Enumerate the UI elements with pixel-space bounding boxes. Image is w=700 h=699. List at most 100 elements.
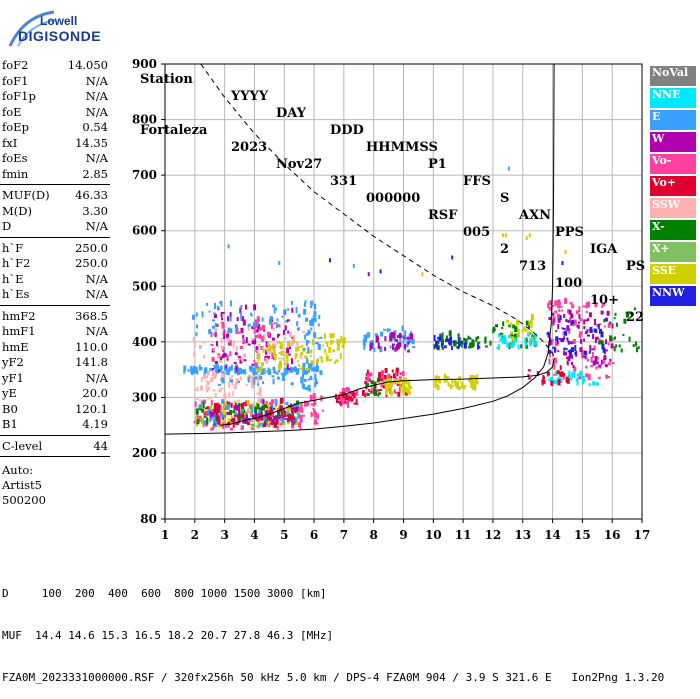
echo-point xyxy=(229,316,232,322)
echo-point xyxy=(259,366,263,371)
echo-point xyxy=(548,300,552,306)
echo-point xyxy=(521,329,524,333)
echo-point xyxy=(260,422,264,425)
header-label: AXN xyxy=(519,208,552,223)
echo-point xyxy=(251,314,253,317)
echo-point xyxy=(272,327,275,331)
echo-point xyxy=(196,419,200,425)
echo-point xyxy=(279,341,283,347)
echo-point xyxy=(276,340,280,344)
echo-point xyxy=(601,343,605,350)
legend-item-nne: NNE xyxy=(650,88,696,108)
echo-point xyxy=(469,342,473,348)
echo-point xyxy=(550,380,554,386)
echo-point xyxy=(393,389,396,393)
echo-point xyxy=(454,381,457,386)
echo-point xyxy=(212,409,215,412)
auto-line: Artist5 xyxy=(2,478,42,492)
echo-point xyxy=(581,375,585,381)
legend-item-ssw: SSW xyxy=(650,198,696,218)
echo-point xyxy=(389,391,393,396)
echo-point xyxy=(294,366,297,372)
echo-point xyxy=(530,323,533,329)
echo-point xyxy=(216,364,220,371)
echo-point xyxy=(526,344,528,349)
echo-point xyxy=(525,320,529,326)
echo-point xyxy=(401,325,404,332)
echo-point xyxy=(199,418,203,421)
autoscaling-info: Auto: Artist5 500200 xyxy=(0,463,112,508)
echo-point xyxy=(286,347,290,354)
echo-point xyxy=(548,340,552,346)
echo-point xyxy=(278,364,282,371)
echo-point xyxy=(210,331,213,337)
echo-point xyxy=(268,369,272,375)
x-tick-label: 11 xyxy=(455,528,472,542)
echo-point xyxy=(214,403,217,407)
echo-point xyxy=(302,348,306,351)
echo-point xyxy=(238,331,241,334)
echo-point xyxy=(548,317,552,320)
echo-point xyxy=(206,302,209,306)
param-label: fmin xyxy=(2,166,29,181)
echo-point xyxy=(368,332,371,335)
echo-point xyxy=(285,320,288,323)
echo-point xyxy=(525,337,528,343)
echo-point xyxy=(589,326,593,333)
echo-point xyxy=(209,407,212,413)
echo-point xyxy=(325,341,329,344)
echo-point xyxy=(395,340,398,342)
x-tick-label: 14 xyxy=(544,528,561,542)
echo-point xyxy=(531,334,534,338)
echo-point xyxy=(229,312,232,319)
echo-point xyxy=(531,336,534,341)
echo-point xyxy=(561,327,564,330)
param-row: foF2 14.050 xyxy=(0,58,112,74)
echo-point xyxy=(335,397,339,401)
echo-point xyxy=(267,342,271,346)
echo-point xyxy=(275,419,279,425)
header-label: Station xyxy=(140,72,193,87)
echo-point xyxy=(256,418,260,422)
echo-point xyxy=(373,347,376,352)
echo-point xyxy=(594,337,597,344)
echo-point xyxy=(588,383,591,387)
x-tick-label: 16 xyxy=(604,528,621,542)
echo-point xyxy=(574,351,577,355)
echo-point xyxy=(404,391,408,396)
echo-point xyxy=(276,318,279,322)
echo-point xyxy=(245,337,248,344)
header-value: 22 xyxy=(626,310,645,325)
echo-point xyxy=(262,381,265,385)
echo-point xyxy=(595,361,599,365)
echo-point xyxy=(508,334,512,338)
param-row: M(D) 3.30 xyxy=(0,204,112,220)
echo-point xyxy=(554,370,558,376)
echo-point xyxy=(286,359,289,362)
echo-point xyxy=(191,369,193,372)
header-value: 005 xyxy=(463,225,491,240)
echo-point xyxy=(263,423,266,427)
echo-point xyxy=(263,414,267,420)
echo-point xyxy=(249,312,252,316)
echo-point xyxy=(569,378,573,380)
param-label: B1 xyxy=(2,417,18,431)
echo-point xyxy=(347,394,350,397)
echo-point xyxy=(229,427,233,431)
echo-point xyxy=(275,322,278,329)
echo-point xyxy=(590,356,593,363)
echo-point xyxy=(207,410,210,415)
echo-point xyxy=(595,336,599,340)
echo-point xyxy=(234,382,237,387)
echo-point xyxy=(252,322,256,329)
echo-point xyxy=(193,343,196,348)
echo-point xyxy=(571,304,575,309)
echo-point xyxy=(243,401,247,404)
echo-point xyxy=(509,331,513,335)
echo-point xyxy=(323,333,326,340)
echo-point xyxy=(256,392,260,395)
echo-point xyxy=(316,381,319,385)
header-labels-row: Station YYYY DAY DDD HHMMSS P1 FFS S AXN… xyxy=(140,54,660,274)
echo-point xyxy=(266,331,270,337)
echo-point xyxy=(484,345,488,348)
